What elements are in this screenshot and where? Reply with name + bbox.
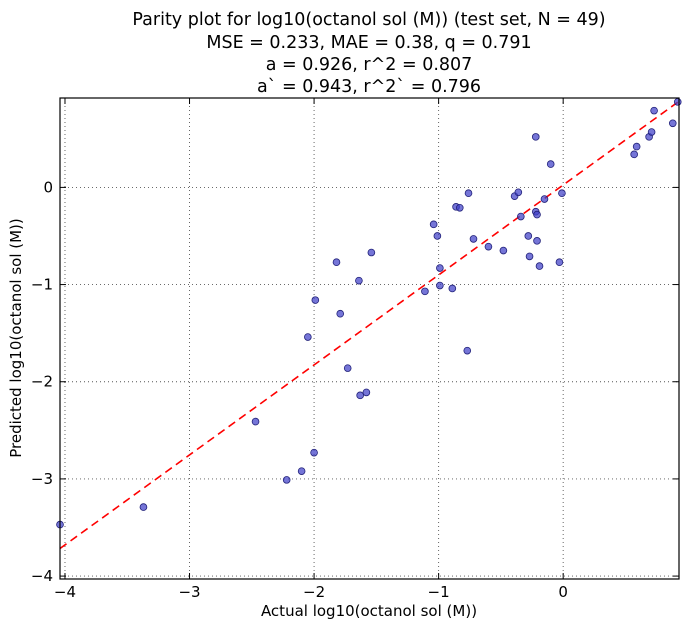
data-point [463, 346, 472, 355]
data-point [433, 232, 442, 240]
data-point [558, 189, 566, 198]
data-point [332, 258, 341, 267]
y-tick-label: −1 [31, 276, 53, 294]
data-point [304, 333, 312, 341]
title-line-3: a = 0.926, r^2 = 0.807 [266, 55, 473, 75]
data-point [484, 242, 493, 251]
title-line-4: a` = 0.943, r^2` = 0.796 [257, 77, 481, 97]
data-point [517, 212, 525, 221]
y-tick-label: −3 [31, 470, 53, 488]
data-point [297, 467, 306, 475]
data-point [448, 284, 457, 293]
data-point [514, 188, 523, 197]
x-tick-label: −3 [178, 583, 200, 601]
x-tick-label: −1 [428, 583, 450, 601]
data-point [555, 258, 564, 267]
data-point [632, 142, 641, 151]
data-point [436, 264, 444, 272]
data-point [630, 150, 638, 159]
data-point [356, 391, 364, 400]
data-point [531, 133, 540, 141]
data-point [310, 448, 318, 457]
x-tick-label: 0 [558, 583, 568, 601]
data-points [56, 98, 682, 529]
data-point [540, 195, 549, 203]
x-axis-label: Actual log10(octanol sol (M)) [261, 602, 477, 620]
plot-frame [59, 97, 680, 580]
y-tick-label: −4 [31, 567, 53, 585]
chart-title: Parity plot for log10(octanol sol (M)) (… [132, 10, 605, 97]
y-tick-label: 0 [43, 178, 53, 196]
axis-ticks: −4 −3 −2 −1 0 −4 −3 −2 −1 0 [31, 98, 679, 601]
data-point [525, 252, 534, 261]
grid-lines [60, 98, 679, 579]
data-point [251, 417, 260, 426]
data-point [282, 476, 291, 484]
data-point [464, 189, 473, 198]
data-point [429, 220, 438, 229]
data-point [546, 160, 555, 168]
data-point [535, 262, 544, 270]
title-line-1: Parity plot for log10(octanol sol (M)) (… [132, 10, 605, 30]
data-point [673, 98, 682, 106]
x-tick-label: −2 [303, 583, 325, 601]
data-point [524, 232, 533, 240]
fit-line [59, 100, 680, 550]
data-point [355, 276, 363, 285]
data-point [469, 235, 478, 243]
data-point [650, 106, 658, 115]
title-line-2: MSE = 0.233, MAE = 0.38, q = 0.791 [206, 33, 531, 53]
data-point [421, 287, 429, 296]
y-axis-label: Predicted log10(octanol sol (M)) [7, 218, 25, 458]
data-point [499, 246, 508, 255]
data-point [362, 388, 371, 397]
data-point [336, 309, 345, 318]
data-point [647, 128, 656, 136]
data-point [533, 237, 541, 245]
y-tick-label: −2 [31, 373, 53, 391]
data-point [311, 296, 320, 304]
data-point [367, 248, 376, 257]
data-point [455, 204, 464, 212]
data-point [668, 119, 677, 128]
x-tick-label: −4 [54, 583, 76, 601]
data-point [436, 281, 444, 290]
data-point [343, 364, 352, 372]
data-point [139, 503, 148, 511]
fit-line-layer [59, 100, 680, 550]
data-point [533, 210, 541, 219]
